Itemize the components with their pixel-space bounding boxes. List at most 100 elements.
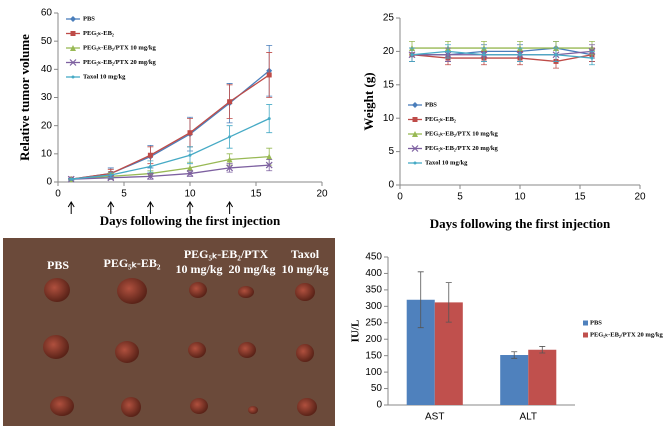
x-tick-label: 10 xyxy=(184,189,196,200)
series-line xyxy=(71,164,270,180)
y-tick-label: 0 xyxy=(46,177,52,188)
series-line xyxy=(71,118,270,180)
y-tick-label: 10 xyxy=(41,148,53,159)
marker xyxy=(410,53,414,57)
y-tick-label: 200 xyxy=(365,334,382,345)
marker xyxy=(227,99,233,105)
legend-label: PEG₅ₖ-EB₂/PTX 20 mg/kg xyxy=(590,331,664,338)
y-tick-label: 300 xyxy=(365,301,382,312)
x-tick-label: 15 xyxy=(250,189,262,200)
legend-marker xyxy=(412,131,418,137)
y-tick-label: 60 xyxy=(41,8,53,19)
y-tick-label: 25 xyxy=(383,13,395,24)
x-axis-label: Days following the first injection xyxy=(430,216,611,231)
injection-arrow xyxy=(146,201,154,214)
error-bar xyxy=(445,282,452,323)
legend-marker xyxy=(71,75,75,79)
marker xyxy=(554,53,558,57)
x-tick-label: ALT xyxy=(519,412,537,423)
x-tick-label: 5 xyxy=(457,192,463,203)
series-line xyxy=(71,70,270,180)
x-tick-label: 0 xyxy=(397,192,403,203)
legend-label: PEG₅ₖ-EB₂/PTX 20 mg/kg xyxy=(425,145,499,152)
x-axis-label: Days following the first injection xyxy=(100,213,281,228)
y-tick-label: 40 xyxy=(41,64,53,75)
tumors xyxy=(43,278,317,417)
series-line xyxy=(71,156,270,180)
injection-arrow xyxy=(186,201,194,214)
y-axis-label: Relative tumor volume xyxy=(17,34,32,161)
legend-marker xyxy=(70,45,76,51)
marker xyxy=(267,117,271,121)
marker xyxy=(226,164,234,172)
series-line xyxy=(411,50,593,59)
legend-marker xyxy=(411,145,419,152)
injection-arrow xyxy=(67,201,75,214)
x-tick-label: 5 xyxy=(121,189,127,200)
bar xyxy=(528,349,557,405)
x-tick-label: 20 xyxy=(634,192,646,203)
legend-label: PEG₅ₖ-EB₂ xyxy=(425,116,456,123)
y-tick-label: 10 xyxy=(383,113,395,124)
x-tick-label: 0 xyxy=(55,189,61,200)
photo-label: Taxol xyxy=(291,247,320,261)
marker xyxy=(187,164,193,171)
series-line xyxy=(71,74,270,180)
legend-label: PEG₅ₖ-EB₂/PTX 20 mg/kg xyxy=(83,59,157,66)
y-axis-label: IU/L xyxy=(350,320,362,343)
marker xyxy=(482,53,486,57)
y-tick-label: 0 xyxy=(376,400,382,411)
legend-label: PEG₅ₖ-EB₂/PTX 10 mg/kg xyxy=(83,44,157,51)
marker xyxy=(187,130,193,136)
marker xyxy=(146,172,154,180)
legend-label: Taxol 10 mg/kg xyxy=(425,159,468,166)
y-tick-label: 30 xyxy=(41,92,53,103)
y-tick-label: 15 xyxy=(383,79,395,90)
x-tick-label: 20 xyxy=(316,189,328,200)
legend-swatch xyxy=(583,332,588,338)
legend-label: PEG₅ₖ-EB₂/PTX 10 mg/kg xyxy=(425,130,499,137)
marker xyxy=(148,165,152,169)
y-tick-label: 0 xyxy=(388,180,394,191)
marker xyxy=(109,173,113,177)
y-tick-label: 150 xyxy=(365,350,382,361)
legend-label: PBS xyxy=(83,15,95,22)
bar xyxy=(500,355,529,405)
x-tick-label: 10 xyxy=(514,192,526,203)
photo-panel: PBS PEG₅ₖ-EB₂ PEG₅ₖ-EB₂/PTX 10 mg/kg 20 … xyxy=(3,238,335,426)
marker xyxy=(188,153,192,157)
photo-label: PBS xyxy=(47,258,69,272)
legend-marker xyxy=(412,102,418,108)
y-tick-label: 100 xyxy=(365,367,382,378)
y-tick-label: 350 xyxy=(365,285,382,296)
photo-label: 10 mg/kg xyxy=(175,262,222,276)
legend-label: PEG₅ₖ-EB₂ xyxy=(83,30,114,37)
legend-marker xyxy=(70,31,76,36)
error-bar xyxy=(539,346,546,354)
marker xyxy=(186,170,194,177)
y-tick-label: 450 xyxy=(365,252,382,263)
legend-label: Taxol 10 mg/kg xyxy=(83,73,126,80)
y-tick-label: 50 xyxy=(41,36,53,47)
marker xyxy=(69,177,73,181)
x-tick-label: AST xyxy=(425,412,444,423)
legend-marker xyxy=(413,161,417,165)
injection-arrow xyxy=(226,201,234,214)
y-tick-label: 250 xyxy=(365,317,382,328)
photo-label: PEG₅ₖ-EB₂ xyxy=(104,256,161,270)
legend-label: PBS xyxy=(425,101,437,108)
y-tick-label: 20 xyxy=(41,120,53,131)
error-bar xyxy=(511,351,518,359)
marker xyxy=(147,152,153,158)
photo-label: 20 mg/kg xyxy=(228,262,275,276)
y-tick-label: 50 xyxy=(371,383,383,394)
marker xyxy=(265,161,273,169)
marker xyxy=(446,49,450,53)
x-tick-label: 15 xyxy=(574,192,586,203)
injection-arrow xyxy=(107,201,115,214)
photo-label: 10 mg/kg xyxy=(281,262,328,276)
y-tick-label: 400 xyxy=(365,268,382,279)
photo-background xyxy=(3,238,335,426)
